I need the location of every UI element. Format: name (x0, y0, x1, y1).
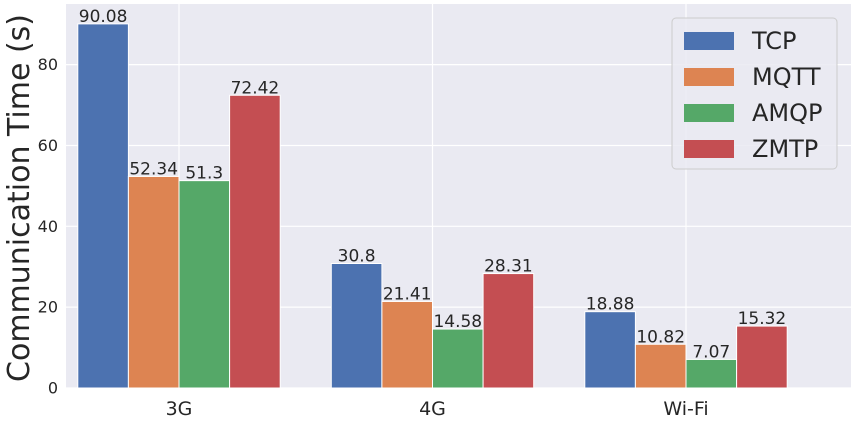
y-axis-label: Communication Time (s) (2, 14, 37, 382)
bar-amqp-3g (178, 180, 231, 389)
legend-label-tcp: TCP (751, 27, 796, 55)
bar-mqtt-3g (127, 175, 180, 389)
bar-tcp-3g (77, 23, 129, 389)
bar-mqtt-4g (381, 300, 433, 389)
bar-tcp-4g (330, 263, 383, 389)
bar-zmtp-4g (482, 273, 535, 389)
bars (77, 23, 788, 389)
bar-value-label: 51.3 (185, 164, 223, 184)
bar-tcp-wi-fi (584, 311, 636, 389)
bar-value-label: 7.07 (692, 342, 730, 362)
y-tick-label: 0 (48, 379, 58, 398)
legend-label-zmtp: ZMTP (752, 135, 818, 163)
y-tick-label: 20 (38, 298, 58, 317)
bar-value-label: 90.08 (79, 7, 128, 27)
legend-box (671, 17, 838, 170)
y-axis-ticks: 0 20 40 60 80 (38, 55, 58, 397)
legend: TCP MQTT AMQP ZMTP (671, 17, 838, 170)
bar-zmtp-wi-fi (736, 325, 788, 389)
bar-value-label: 18.88 (586, 295, 635, 315)
y-tick-label: 80 (38, 55, 58, 74)
legend-swatch-tcp (684, 32, 734, 50)
x-tick-label: 4G (419, 398, 446, 420)
x-tick-label: Wi-Fi (663, 398, 708, 420)
y-tick-label: 40 (38, 217, 58, 236)
legend-swatch-zmtp (684, 140, 734, 158)
bar-amqp-wi-fi (685, 358, 738, 389)
x-axis-ticks: 3G 4G Wi-Fi (166, 398, 709, 420)
bar-amqp-4g (432, 328, 484, 389)
bar-mqtt-wi-fi (634, 343, 687, 389)
bar-value-label: 28.31 (484, 257, 533, 277)
bar-zmtp-3g (229, 94, 281, 389)
legend-label-amqp: AMQP (752, 99, 823, 127)
bar-value-label: 72.42 (231, 78, 280, 98)
legend-label-mqtt: MQTT (752, 63, 821, 91)
x-tick-label: 3G (166, 398, 193, 420)
bar-value-label: 10.82 (636, 327, 685, 347)
bar-value-label: 30.8 (338, 247, 376, 267)
y-tick-label: 60 (38, 136, 58, 155)
bar-value-label: 15.32 (738, 309, 787, 329)
legend-swatch-amqp (684, 104, 734, 122)
legend-swatch-mqtt (684, 68, 734, 86)
bar-value-label: 52.34 (129, 159, 178, 179)
bar-value-label: 21.41 (383, 284, 432, 304)
bar-value-label: 14.58 (433, 312, 482, 332)
